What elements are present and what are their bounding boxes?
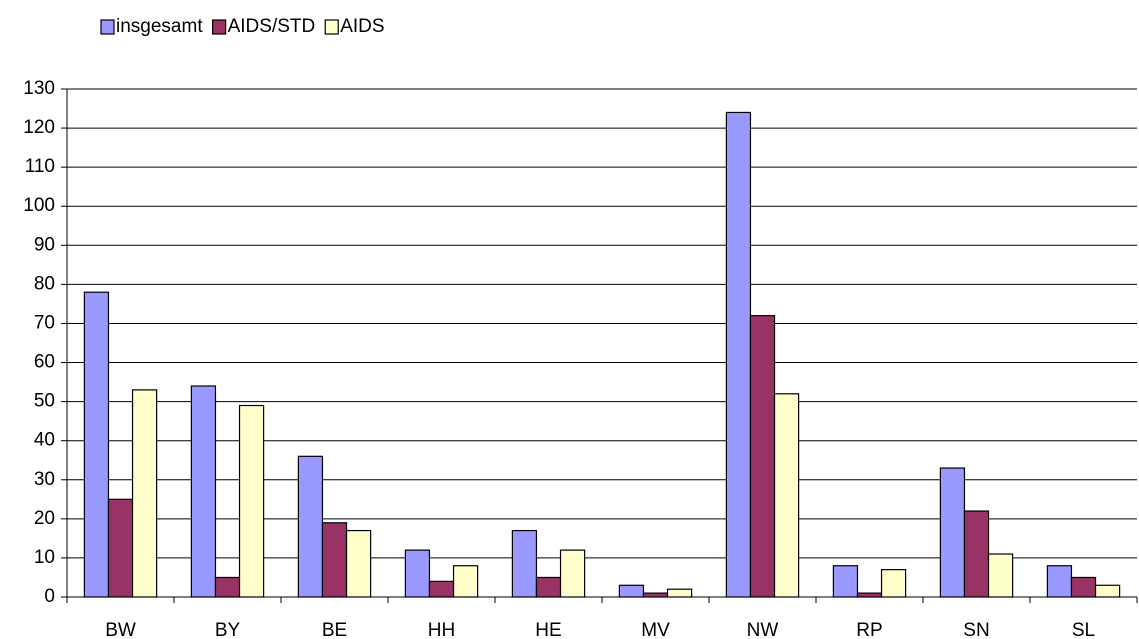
x-tick-label: SN	[963, 620, 989, 639]
legend-label: AIDS	[340, 16, 384, 37]
bar	[939, 467, 966, 598]
x-tick-label: RP	[856, 620, 882, 639]
x-tick-label: BY	[215, 620, 241, 639]
bar	[856, 592, 883, 598]
y-tick-label: 70	[34, 312, 55, 333]
bar	[107, 498, 134, 598]
y-tick-label: 20	[34, 508, 55, 529]
bar	[1094, 584, 1121, 598]
y-tick-label: 60	[34, 352, 55, 373]
legend-label: AIDS/STD	[228, 16, 316, 37]
legend-swatch	[212, 19, 227, 35]
y-tick-label: 100	[23, 195, 55, 216]
y-tick-label: 120	[23, 117, 55, 138]
bar	[666, 588, 693, 598]
bar	[987, 553, 1014, 598]
y-tick-label: 90	[34, 234, 55, 255]
bar	[297, 455, 324, 598]
bar	[404, 549, 431, 598]
bar	[963, 510, 990, 598]
y-tick-label: 110	[25, 156, 55, 177]
x-tick-label: MV	[641, 620, 670, 639]
bar	[428, 580, 455, 598]
y-tick-label: 50	[34, 391, 55, 412]
y-tick-label: 30	[34, 469, 55, 490]
bar	[642, 592, 669, 598]
y-tick-label: 10	[34, 547, 55, 568]
x-tick-label: BE	[322, 620, 347, 639]
legend-label: insgesamt	[116, 16, 203, 37]
y-tick-label: 130	[23, 78, 55, 99]
legend-swatch	[100, 19, 115, 35]
y-tick-label: 80	[34, 273, 55, 294]
y-tick-label: 40	[34, 430, 55, 451]
legend-swatch	[324, 19, 339, 35]
bar	[832, 565, 859, 598]
bar	[214, 576, 241, 598]
bar	[452, 565, 479, 598]
bar	[773, 393, 800, 598]
bar	[1070, 576, 1097, 598]
bar	[131, 389, 158, 598]
x-tick-label: HE	[535, 620, 561, 639]
bar	[618, 584, 645, 598]
bar	[321, 522, 348, 598]
bar	[238, 404, 265, 598]
bar	[83, 291, 110, 598]
bar	[345, 529, 372, 598]
bar	[535, 576, 562, 598]
bar	[511, 529, 538, 598]
x-tick-label: NW	[747, 620, 779, 639]
y-tick-label: 0	[44, 586, 55, 607]
bar	[725, 111, 752, 598]
bar	[1046, 565, 1073, 598]
x-tick-label: BW	[105, 620, 136, 639]
bar	[190, 385, 217, 598]
x-tick-label: HH	[428, 620, 455, 639]
bar	[880, 569, 907, 598]
bar	[749, 315, 776, 598]
x-tick-label: SL	[1072, 620, 1095, 639]
bar	[559, 549, 586, 598]
